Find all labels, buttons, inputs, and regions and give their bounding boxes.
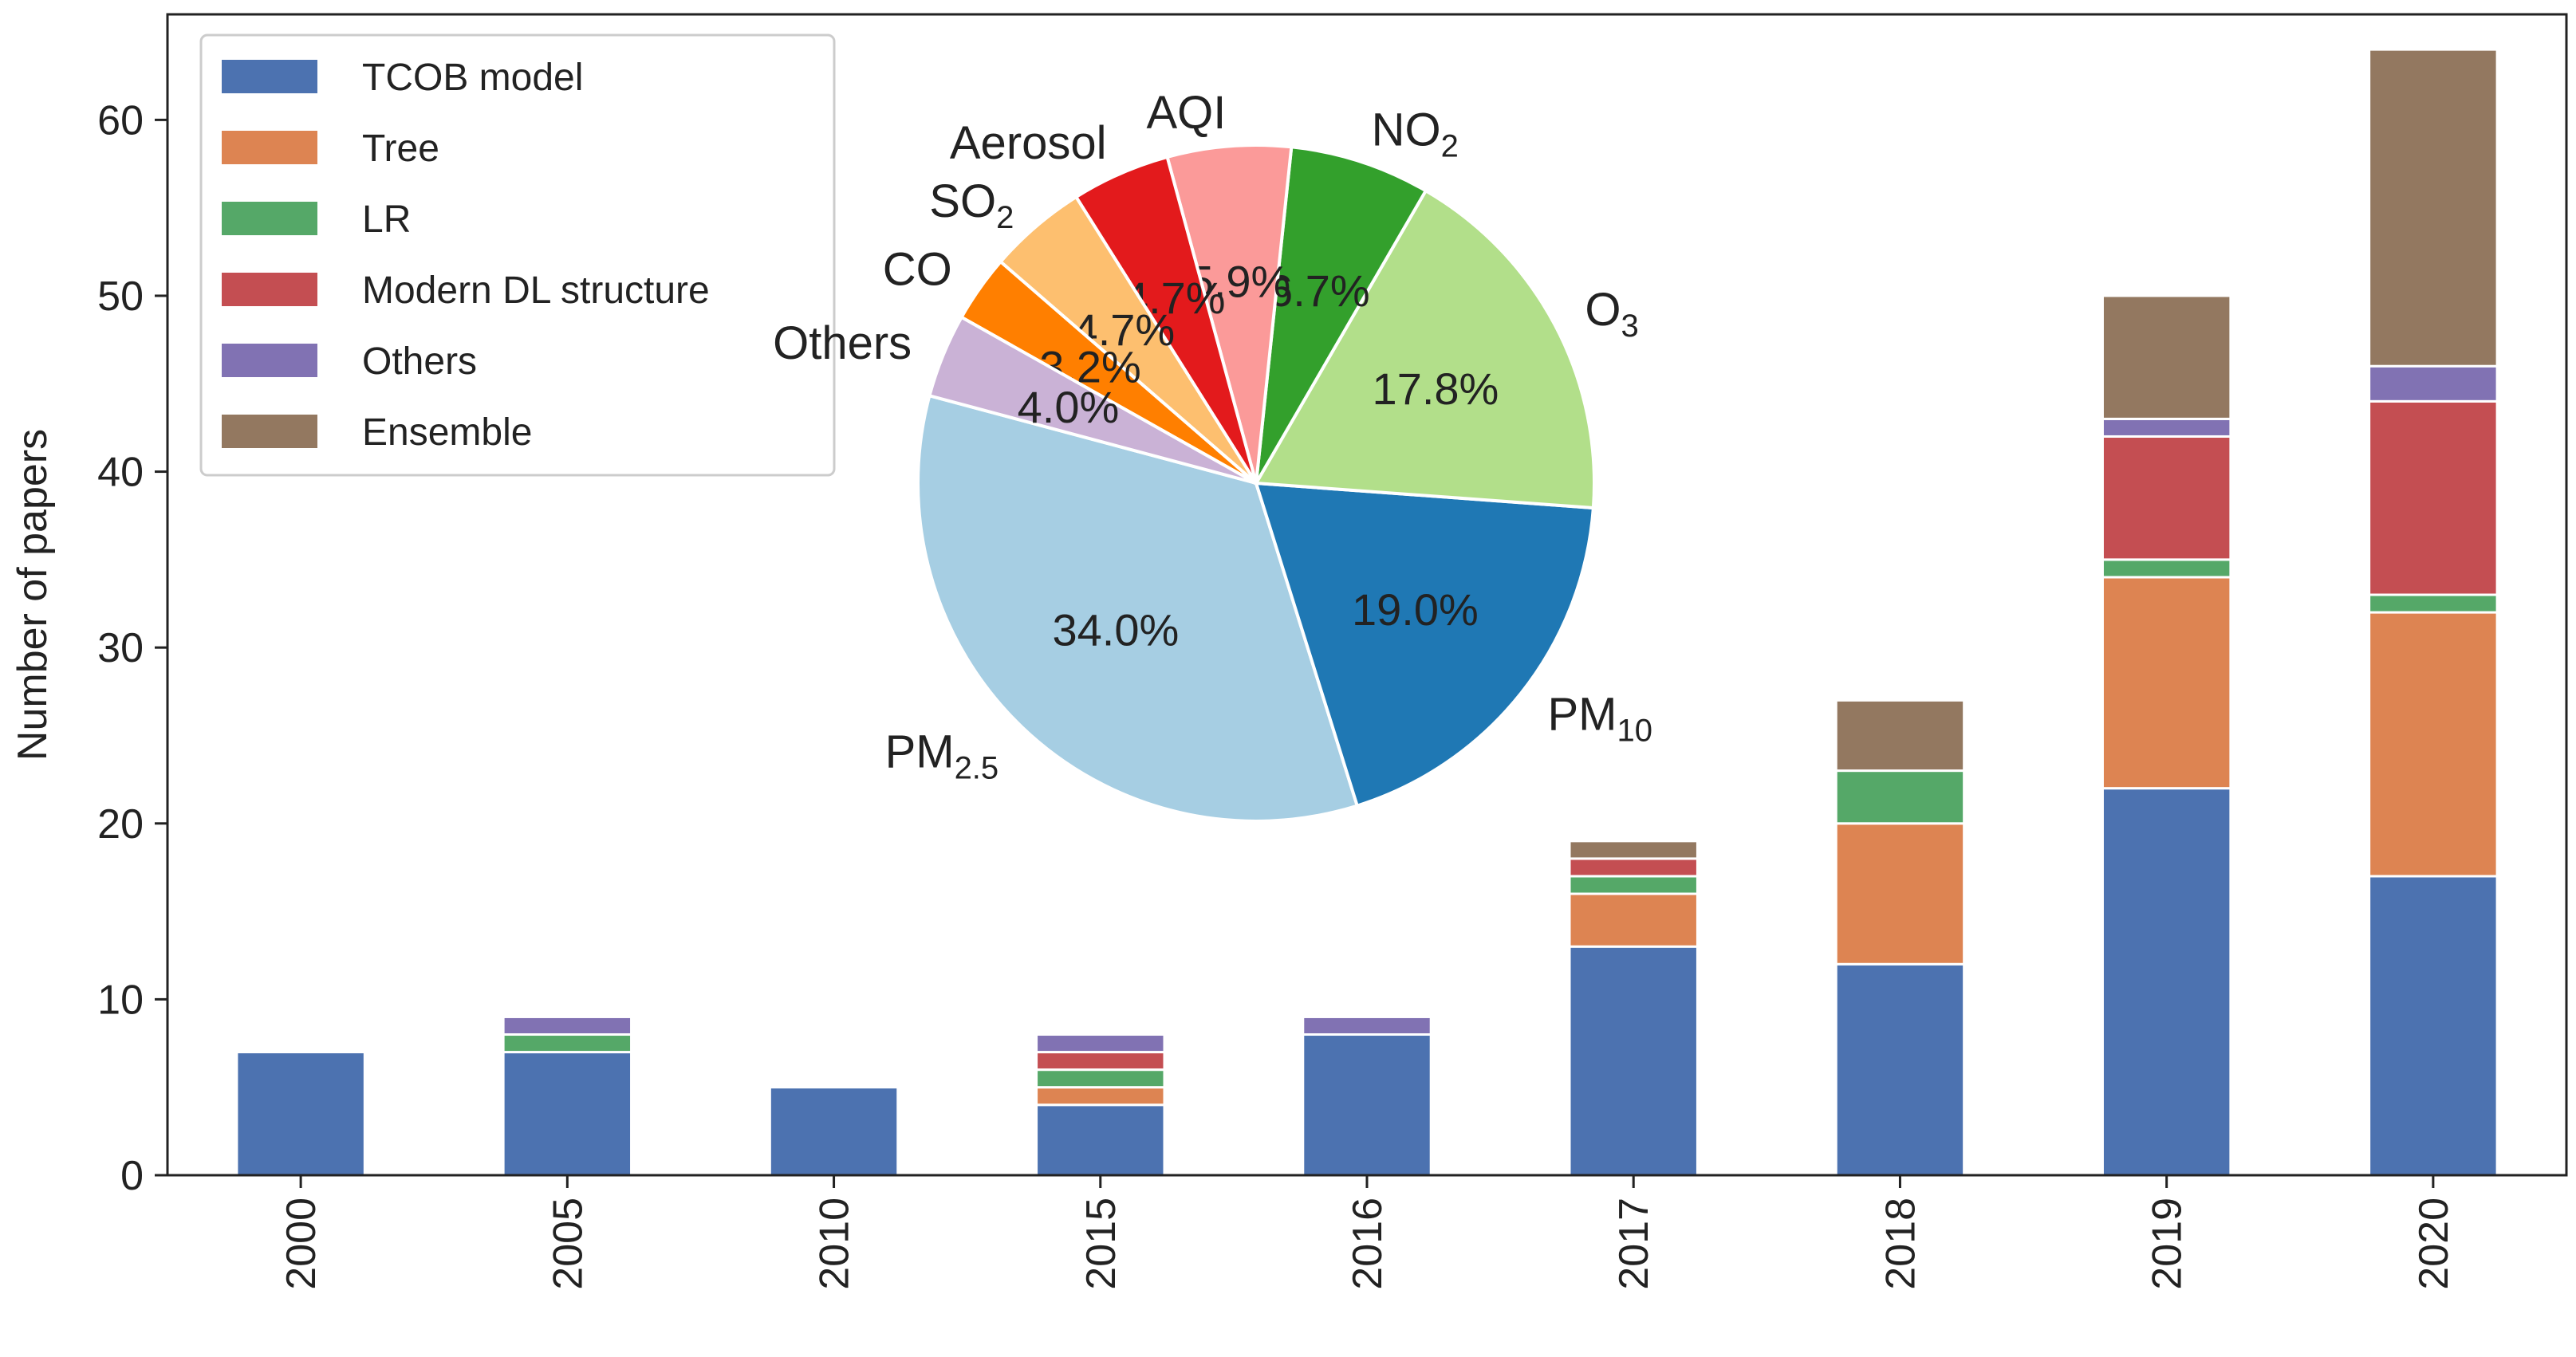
pie-label-subscript-pm2-5-0: 2.5 xyxy=(955,751,999,786)
pie-label-subscript-pm10-1: 10 xyxy=(1617,714,1653,749)
pie-pct-o3-2: 17.8% xyxy=(1373,364,1499,414)
bar-tcob-model-2000 xyxy=(235,1051,366,1177)
bar-lr-2005 xyxy=(502,1033,633,1054)
bar-chart-axes: 0 10 20 30 40 50 60 2000 2005 2010 2015 2016 2017 201… xyxy=(10,13,2568,1290)
pie-pct-pm2-5-0: 34.0% xyxy=(1053,605,1180,655)
pie-slice-others-8 xyxy=(928,315,1257,485)
bar-modern-dl-structure-2015 xyxy=(1035,1051,1166,1072)
legend: TCOB model Tree LR Modern DL structure Other… xyxy=(199,33,836,477)
bar-others-2019 xyxy=(2101,417,2232,438)
pie-chart: 34.0%PM2.519.0%PM1017.8%O36.7%NO25.9%AQI… xyxy=(773,87,1653,823)
bar-modern-dl-structure-2017 xyxy=(1568,857,1699,878)
bar-tcob-model-2015 xyxy=(1035,1103,1166,1177)
pie-label-subscript-no2-3: 2 xyxy=(1441,129,1459,164)
bar-tree-2017 xyxy=(1568,892,1699,948)
y-tick-label-0: 0 xyxy=(120,1153,144,1199)
pie-pct-others-8: 4.0% xyxy=(1018,382,1120,432)
x-tick-label-2010: 2010 xyxy=(812,1198,858,1290)
pie-label-pm10-1: PM10 xyxy=(1548,689,1653,749)
bar-tcob-model-2019 xyxy=(2101,787,2232,1177)
pie-slice-o3-2 xyxy=(1253,188,1596,510)
bar-lr-2019 xyxy=(2101,558,2232,579)
pie-label-pm2-5-0: PM2.5 xyxy=(885,726,999,786)
legend-swatch-tree xyxy=(222,131,317,164)
bar-lr-2017 xyxy=(1568,875,1699,895)
x-tick-label-2020: 2020 xyxy=(2411,1198,2457,1290)
bar-tcob-model-2018 xyxy=(1834,962,1966,1177)
legend-label-ensemble: Ensemble xyxy=(362,411,532,454)
y-tick-label-20: 20 xyxy=(97,801,144,848)
legend-box xyxy=(199,33,836,477)
bar-lr-2015 xyxy=(1035,1068,1166,1089)
legend-swatch-lr xyxy=(222,202,317,235)
pie-slice-pm2-5-0 xyxy=(916,393,1360,823)
legend-label-others: Others xyxy=(362,340,477,383)
pie-label-so2-6: SO2 xyxy=(929,175,1014,235)
bar-tcob-model-2020 xyxy=(2368,875,2499,1177)
bar-ensemble-2020 xyxy=(2368,48,2499,368)
bar-lr-2020 xyxy=(2368,593,2499,614)
bar-chart-marks xyxy=(235,48,2499,1177)
pie-label-no2-3: NO2 xyxy=(1372,104,1459,164)
x-tick-label-2000: 2000 xyxy=(278,1198,325,1290)
y-tick-label-30: 30 xyxy=(97,625,144,671)
pie-label-aqi-4: AQI xyxy=(1147,87,1227,139)
pie-pct-pm10-1: 19.0% xyxy=(1352,584,1479,635)
x-tick-label-2005: 2005 xyxy=(545,1198,591,1290)
bar-ensemble-2019 xyxy=(2101,294,2232,420)
pie-slice-pm10-1 xyxy=(1254,481,1596,808)
bar-modern-dl-structure-2019 xyxy=(2101,435,2232,561)
bar-lr-2018 xyxy=(1834,769,1966,825)
legend-swatch-ensemble xyxy=(222,415,317,448)
legend-label-tcob-model: TCOB model xyxy=(362,57,583,99)
pie-label-aerosol-5: Aerosol xyxy=(950,117,1107,169)
legend-label-tree: Tree xyxy=(362,128,439,170)
legend-swatch-modern-dl-structure xyxy=(222,273,317,306)
pie-slice-no2-3 xyxy=(1255,145,1428,485)
y-tick-label-40: 40 xyxy=(97,450,144,496)
y-tick-label-50: 50 xyxy=(97,273,144,320)
legend-swatch-tcob-model xyxy=(222,60,317,93)
bar-modern-dl-structure-2020 xyxy=(2368,399,2499,596)
pie-label-subscript-so2-6: 2 xyxy=(996,200,1014,235)
pie-label-others-8: Others xyxy=(773,317,912,369)
y-tick-label-60: 60 xyxy=(97,97,144,144)
bar-tcob-model-2005 xyxy=(502,1051,633,1177)
legend-label-lr: LR xyxy=(362,199,411,241)
bar-others-2020 xyxy=(2368,364,2499,403)
pie-label-co-7: CO xyxy=(883,243,952,295)
x-tick-label-2018: 2018 xyxy=(1877,1198,1924,1290)
legend-label-modern-dl-structure: Modern DL structure xyxy=(362,269,710,312)
x-tick-label-2019: 2019 xyxy=(2145,1198,2191,1290)
bar-tree-2019 xyxy=(2101,576,2232,790)
pie-pct-no2-3: 6.7% xyxy=(1268,266,1370,316)
bar-tree-2018 xyxy=(1834,822,1966,966)
pie-slice-aqi-4 xyxy=(1165,144,1294,484)
bar-others-2005 xyxy=(502,1015,633,1036)
x-tick-label-2016: 2016 xyxy=(1345,1198,1391,1290)
bar-others-2015 xyxy=(1035,1033,1166,1054)
bar-tree-2020 xyxy=(2368,611,2499,878)
bar-ensemble-2017 xyxy=(1568,840,1699,860)
pie-label-subscript-o3-2: 3 xyxy=(1621,309,1639,344)
x-tick-label-2017: 2017 xyxy=(1611,1198,1657,1290)
bar-others-2016 xyxy=(1302,1015,1432,1036)
bar-tcob-model-2010 xyxy=(768,1086,900,1177)
bar-ensemble-2018 xyxy=(1834,698,1966,773)
pie-label-o3-2: O3 xyxy=(1585,284,1638,344)
x-tick-label-2015: 2015 xyxy=(1078,1198,1125,1290)
legend-swatch-others xyxy=(222,344,317,377)
y-tick-label-10: 10 xyxy=(97,977,144,1023)
bar-tcob-model-2017 xyxy=(1568,945,1699,1177)
bar-tree-2015 xyxy=(1035,1086,1166,1107)
bar-tcob-model-2016 xyxy=(1302,1033,1432,1177)
y-axis-label: Number of papers xyxy=(10,429,56,761)
